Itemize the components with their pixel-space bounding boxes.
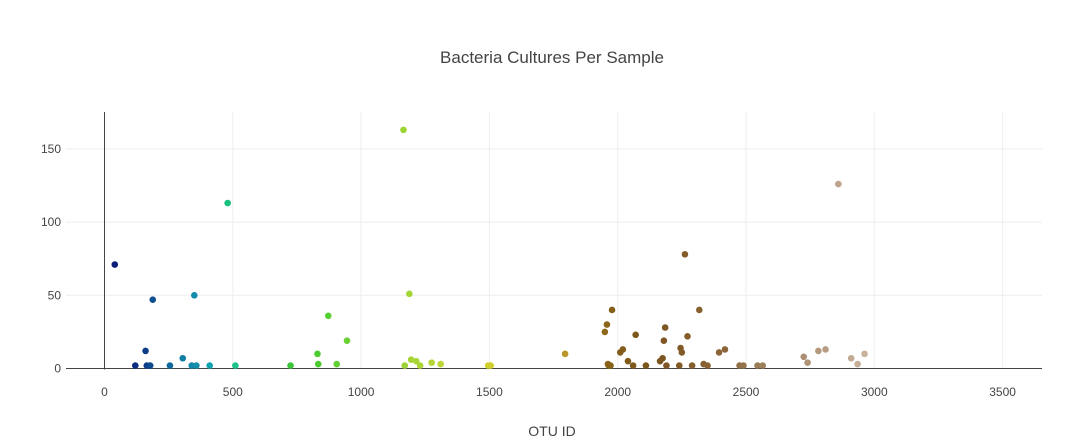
data-point[interactable] (407, 356, 415, 364)
data-point[interactable] (314, 350, 321, 358)
data-point[interactable] (206, 362, 214, 369)
y-tick-label: 150 (41, 142, 61, 156)
data-point[interactable] (815, 347, 822, 355)
data-point[interactable] (704, 362, 711, 369)
data-point[interactable] (149, 296, 157, 303)
data-point[interactable] (232, 362, 239, 369)
data-point[interactable] (343, 337, 351, 344)
x-tick-label: 500 (223, 385, 243, 399)
y-tick-label: 0 (54, 362, 61, 376)
data-point[interactable] (142, 347, 149, 355)
data-point[interactable] (314, 360, 322, 368)
data-point[interactable] (681, 251, 689, 258)
data-point[interactable] (688, 362, 696, 369)
data-point[interactable] (287, 362, 294, 369)
data-point[interactable] (400, 126, 407, 134)
data-point[interactable] (642, 362, 650, 369)
data-point[interactable] (401, 362, 409, 369)
data-point[interactable] (608, 306, 616, 314)
data-point[interactable] (416, 362, 424, 369)
data-point[interactable] (675, 362, 683, 369)
data-point[interactable] (179, 354, 187, 362)
data-point[interactable] (487, 362, 494, 369)
data-point[interactable] (324, 312, 332, 320)
x-tick-label: 1500 (476, 385, 503, 399)
tick-labels: 0 500 1000 1500 2000 2500 3000 3500 0 50 100 150 (41, 142, 1016, 399)
data-point[interactable] (754, 362, 761, 369)
data-point[interactable] (740, 362, 747, 369)
data-point[interactable] (601, 328, 609, 336)
data-point[interactable] (111, 261, 119, 268)
data-point[interactable] (224, 199, 231, 207)
data-point[interactable] (660, 337, 668, 344)
data-point[interactable] (406, 290, 413, 298)
data-point[interactable] (603, 321, 611, 328)
data-point[interactable] (822, 346, 829, 353)
data-point[interactable] (188, 362, 196, 369)
x-tick-label: 3500 (989, 385, 1016, 399)
data-point[interactable] (437, 360, 444, 368)
x-tick-label: 2000 (604, 385, 631, 399)
data-point[interactable] (759, 362, 766, 369)
data-points[interactable] (111, 126, 868, 369)
data-point[interactable] (854, 360, 861, 368)
data-point[interactable] (715, 349, 723, 356)
data-point[interactable] (659, 354, 666, 362)
x-tick-label: 1000 (348, 385, 375, 399)
axes (66, 112, 1042, 370)
data-point[interactable] (661, 324, 669, 331)
x-tick-label: 0 (101, 385, 108, 399)
data-point[interactable] (804, 359, 811, 366)
x-tick-label: 3000 (861, 385, 888, 399)
y-tick-label: 100 (41, 215, 61, 229)
grid-lines (66, 112, 1042, 370)
data-point[interactable] (412, 357, 420, 365)
data-point[interactable] (847, 354, 855, 362)
data-point[interactable] (663, 362, 670, 369)
data-point[interactable] (146, 362, 154, 369)
data-point[interactable] (428, 359, 435, 366)
data-point[interactable] (193, 362, 200, 369)
data-point[interactable] (632, 331, 639, 339)
data-point[interactable] (835, 180, 842, 188)
data-point[interactable] (166, 362, 174, 369)
data-point[interactable] (861, 350, 868, 358)
data-point[interactable] (721, 346, 729, 353)
data-point[interactable] (629, 362, 637, 369)
data-point[interactable] (333, 360, 341, 368)
data-point[interactable] (678, 349, 686, 356)
x-axis-label: OTU ID (528, 423, 575, 439)
data-point[interactable] (191, 292, 198, 299)
data-point[interactable] (695, 306, 703, 314)
y-tick-label: 50 (48, 288, 62, 302)
chart-title: Bacteria Cultures Per Sample (440, 48, 664, 67)
data-point[interactable] (624, 357, 632, 365)
data-point[interactable] (619, 346, 627, 353)
data-point[interactable] (607, 362, 614, 369)
data-point[interactable] (800, 353, 808, 361)
x-tick-label: 2500 (733, 385, 760, 399)
data-point[interactable] (684, 332, 691, 340)
data-point[interactable] (561, 350, 569, 358)
data-point[interactable] (131, 362, 139, 369)
